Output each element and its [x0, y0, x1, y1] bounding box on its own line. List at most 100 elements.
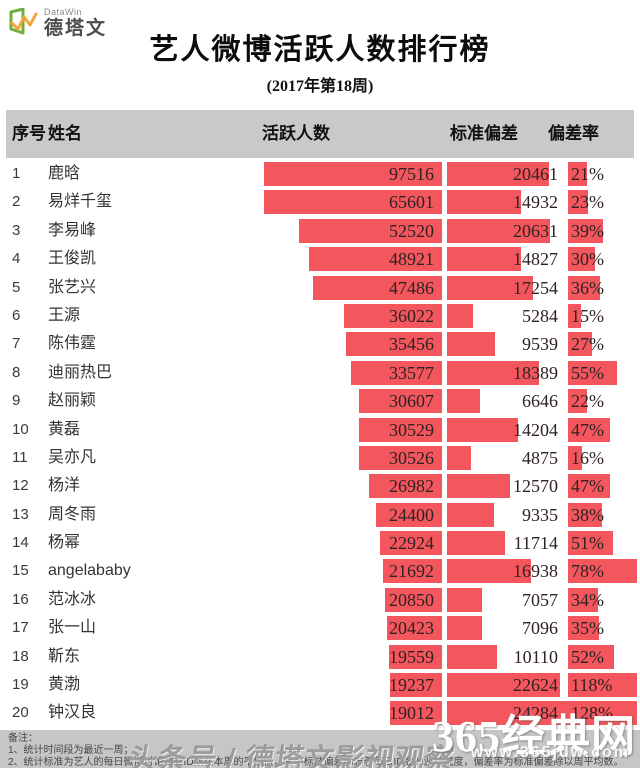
- active-users-bar: [389, 644, 442, 669]
- active-users-bar: [359, 389, 442, 414]
- stddev-bar: [447, 162, 549, 186]
- devrate-value: 55%: [571, 362, 604, 383]
- devrate-value: 47%: [571, 419, 604, 440]
- table-row: 11 吴亦凡 30526 4875 16%: [0, 444, 640, 472]
- stddev-bar: [447, 445, 471, 470]
- name-cell: 周冬雨: [48, 505, 97, 523]
- active-users-bar: [369, 474, 442, 499]
- active-users-value: 52520: [389, 220, 434, 241]
- stddev-bar: [447, 190, 521, 215]
- devrate-value: 16%: [571, 447, 604, 468]
- devrate-bar: [568, 445, 582, 470]
- devrate-bar: [568, 275, 600, 300]
- active-users-value: 19237: [389, 675, 434, 696]
- table-row: 8 迪丽热巴 33577 18389 55%: [0, 359, 640, 387]
- page-title: 艺人微博活跃人数排行榜: [149, 34, 491, 66]
- devrate-bar: [568, 559, 637, 584]
- name-cell: 王俊凯: [48, 250, 97, 268]
- table-row: 18 靳东 19559 10110 52%: [0, 643, 640, 671]
- stddev-value: 6646: [522, 391, 558, 412]
- table-row: 10 黄磊 30529 14204 47%: [0, 416, 640, 444]
- devrate-value: 78%: [571, 561, 604, 582]
- active-users-bar: [385, 587, 442, 612]
- stddev-bar: [447, 474, 510, 499]
- name-cell: 李易峰: [48, 221, 97, 239]
- devrate-bar: [568, 360, 617, 385]
- stddev-value: 14827: [513, 249, 558, 270]
- column-header-devrate: 偏差率: [548, 124, 599, 143]
- devrate-value: 52%: [571, 646, 604, 667]
- stddev-bar: [447, 417, 518, 442]
- table-row: 19 黄渤 19237 22624 118%: [0, 671, 640, 699]
- rank-cell: 17: [12, 619, 29, 637]
- active-users-value: 48921: [389, 249, 434, 270]
- devrate-value: 35%: [571, 618, 604, 639]
- devrate-bar: [568, 303, 581, 328]
- stddev-value: 16938: [513, 561, 558, 582]
- rank-cell: 16: [12, 590, 29, 608]
- stddev-bar: [447, 587, 482, 612]
- devrate-value: 34%: [571, 589, 604, 610]
- active-users-bar: [383, 559, 442, 584]
- active-users-value: 35456: [389, 334, 434, 355]
- rank-cell: 1: [12, 165, 21, 182]
- rank-cell: 18: [12, 647, 29, 665]
- devrate-value: 21%: [571, 164, 604, 184]
- name-cell: 杨幂: [48, 534, 81, 552]
- devrate-value: 27%: [571, 334, 604, 355]
- active-users-value: 22924: [389, 533, 434, 554]
- watermark-toutiao-account: 头条号 / 德塔文影视观察: [125, 744, 457, 768]
- active-users-value: 30607: [389, 391, 434, 412]
- active-users-bar: [390, 701, 442, 726]
- active-users-bar: [264, 190, 442, 215]
- active-users-bar: [359, 417, 442, 442]
- stddev-bar: [447, 332, 495, 357]
- table-row: 5 张艺兴 47486 17254 36%: [0, 274, 640, 302]
- stddev-bar: [447, 701, 568, 726]
- name-cell: 陈伟霆: [48, 335, 97, 353]
- table-row: 12 杨洋 26982 12570 47%: [0, 472, 640, 500]
- column-header-name: 姓名: [48, 124, 82, 143]
- stddev-value: 20631: [513, 220, 558, 241]
- stddev-bar: [447, 644, 497, 669]
- devrate-bar: [568, 417, 610, 442]
- devrate-bar: [568, 701, 637, 726]
- rank-cell: 14: [12, 534, 29, 552]
- devrate-bar: [568, 673, 637, 698]
- devrate-bar: [568, 474, 610, 499]
- stddev-value: 22624: [513, 675, 558, 696]
- name-cell: 鹿晗: [48, 165, 81, 182]
- devrate-value: 118%: [571, 675, 613, 696]
- stddev-value: 14932: [513, 192, 558, 213]
- active-users-bar: [313, 275, 442, 300]
- active-users-bar: [380, 531, 442, 556]
- devrate-value: 23%: [571, 192, 604, 213]
- name-cell: 易烊千玺: [48, 193, 113, 211]
- rank-cell: 8: [12, 363, 21, 381]
- name-cell: 张艺兴: [48, 278, 97, 296]
- active-users-value: 97516: [389, 164, 434, 184]
- active-users-bar: [344, 303, 442, 328]
- watermark-site-name: 365经典网: [432, 712, 636, 761]
- table-row: 13 周冬雨 24400 9335 38%: [0, 501, 640, 529]
- stddev-bar: [447, 303, 473, 328]
- stddev-bar: [447, 389, 480, 414]
- active-users-bar: [376, 502, 442, 527]
- devrate-value: 36%: [571, 277, 604, 298]
- active-users-bar: [309, 247, 442, 272]
- table-row: 2 易烊千玺 65601 14932 23%: [0, 188, 640, 216]
- rank-cell: 20: [12, 704, 29, 722]
- stddev-value: 5284: [522, 305, 558, 326]
- table-row: 20 钟汉良 19012 24284 128%: [0, 699, 640, 727]
- table-row: 1 鹿晗 97516 20461 21%: [0, 160, 640, 188]
- footer-note-2: 2、统计标准为艺人的每日微博讨论独立ID数在本周的平均值，其中标准偏差标志着每日…: [8, 757, 624, 768]
- name-cell: 赵丽颖: [48, 392, 97, 410]
- stddev-value: 4875: [522, 447, 558, 468]
- stddev-value: 17254: [513, 277, 558, 298]
- rank-cell: 13: [12, 505, 29, 523]
- active-users-value: 21692: [389, 561, 434, 582]
- stddev-bar: [447, 559, 531, 584]
- table-row: 7 陈伟霆 35456 9539 27%: [0, 330, 640, 358]
- active-users-bar: [299, 218, 442, 243]
- stddev-value: 20461: [513, 164, 558, 184]
